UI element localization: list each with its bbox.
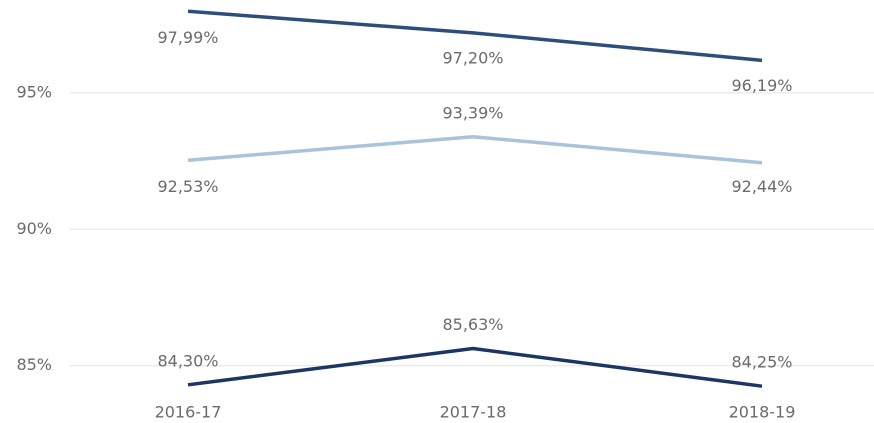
series-line (187, 346, 763, 388)
x-tick-label: 2017-18 (440, 403, 507, 422)
data-label: 92,53% (157, 177, 218, 196)
data-label: 84,25% (731, 353, 792, 372)
data-label: 92,44% (731, 177, 792, 196)
y-tick-label: 85% (16, 355, 52, 374)
data-label: 96,19% (731, 76, 792, 95)
data-label: 97,20% (442, 48, 503, 67)
y-tick-label: 90% (16, 219, 52, 238)
series-line (187, 9, 763, 63)
series-line (187, 135, 763, 165)
data-label: 84,30% (157, 351, 218, 370)
data-label: 93,39% (442, 103, 503, 122)
x-tick-label: 2018-19 (729, 403, 796, 422)
y-tick-label: 95% (16, 82, 52, 101)
data-label: 85,63% (442, 315, 503, 334)
data-label: 97,99% (157, 28, 218, 47)
x-tick-label: 2016-17 (155, 403, 222, 422)
